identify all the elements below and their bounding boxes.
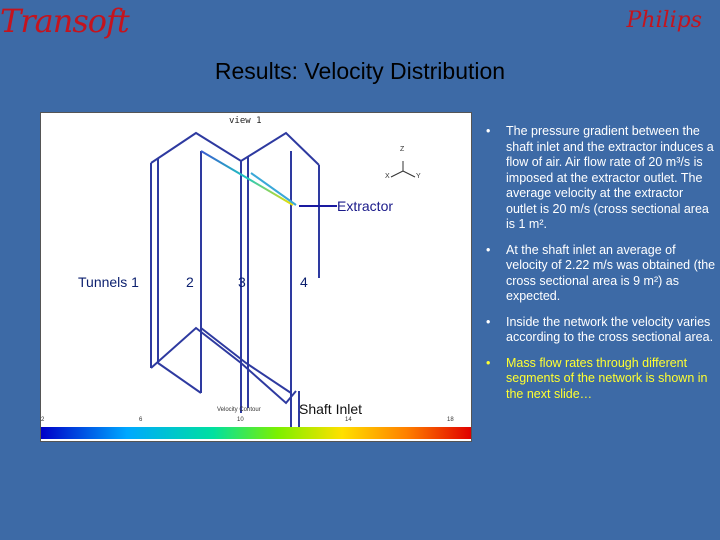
bullet-text: Mass flow rates through different segmen… bbox=[506, 355, 708, 401]
bullet-item-highlight: • Mass flow rates through different segm… bbox=[476, 356, 716, 403]
legend-caption: Velocity Contour bbox=[217, 407, 261, 413]
bullet-list: • The pressure gradient between the shaf… bbox=[476, 124, 716, 412]
bullet-text: The pressure gradient between the shaft … bbox=[506, 124, 714, 231]
bullet-text: Inside the network the velocity varies a… bbox=[506, 314, 714, 345]
scale-tick: 2 bbox=[41, 417, 45, 423]
scale-ticks: 2 6 10 14 18 bbox=[41, 417, 471, 427]
bullet-dot-icon: • bbox=[486, 355, 491, 370]
philips-logo: Philips bbox=[626, 8, 702, 33]
slide-title: Results: Velocity Distribution bbox=[214, 58, 506, 84]
bullet-dot-icon: • bbox=[486, 124, 491, 138]
tunnel-lines bbox=[150, 131, 320, 435]
scale-tick: 18 bbox=[447, 417, 454, 423]
velocity-color-scale bbox=[41, 427, 471, 439]
shaft-inlet-label: Shaft Inlet bbox=[299, 401, 363, 417]
scale-tick: 6 bbox=[139, 417, 143, 423]
extractor-duct bbox=[200, 150, 294, 206]
tunnel-label-4: 4 bbox=[300, 274, 308, 290]
tunnel-label-2: 2 bbox=[186, 274, 194, 290]
scale-tick: 10 bbox=[237, 417, 244, 423]
extractor-label: Extractor bbox=[337, 198, 394, 214]
view-label: view 1 bbox=[229, 116, 262, 126]
bullet-item: • The pressure gradient between the shaf… bbox=[476, 124, 716, 233]
bullet-dot-icon: • bbox=[486, 242, 491, 257]
transoft-logo: Transoft bbox=[0, 2, 130, 40]
bullet-text: At the shaft inlet an average of velocit… bbox=[506, 242, 716, 304]
axis-x-label: X bbox=[385, 173, 390, 180]
axis-triad bbox=[390, 161, 416, 178]
tunnel-network-diagram bbox=[41, 131, 471, 439]
velocity-figure: view 1 Z Y X Extractor Shaft Inlet Veloc… bbox=[40, 112, 472, 442]
tunnel-label-3: 3 bbox=[238, 274, 246, 290]
bullet-item: • Inside the network the velocity varies… bbox=[476, 315, 716, 346]
axis-z-label: Z bbox=[400, 146, 405, 153]
tunnel-label-1: Tunnels 1 bbox=[78, 274, 139, 290]
bullet-item: • At the shaft inlet an average of veloc… bbox=[476, 243, 716, 305]
bullet-dot-icon: • bbox=[486, 314, 491, 329]
scale-tick: 14 bbox=[345, 417, 352, 423]
axis-y-label: Y bbox=[416, 173, 421, 180]
